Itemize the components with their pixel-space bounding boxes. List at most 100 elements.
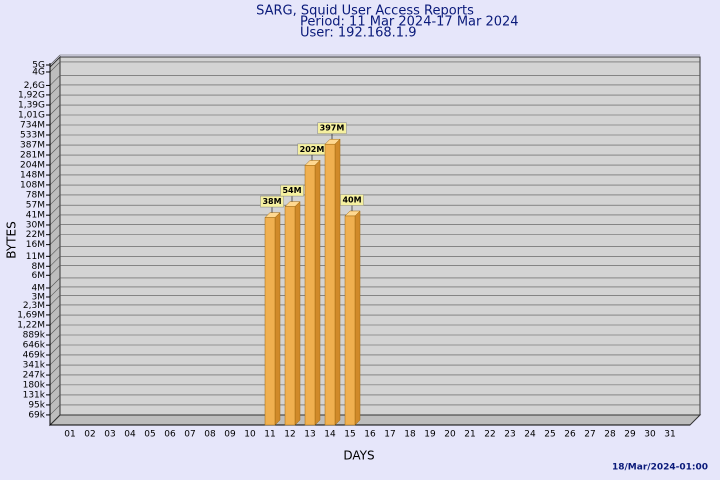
y-tick-label: 8M xyxy=(32,262,46,272)
value-label-box xyxy=(317,122,347,134)
grid-line xyxy=(49,194,61,206)
grid-line xyxy=(49,154,61,166)
back-wall xyxy=(59,56,701,416)
x-tick-label: 05 xyxy=(144,430,155,440)
grid-line xyxy=(49,94,61,106)
value-label: 40M xyxy=(342,195,361,204)
grid-line xyxy=(49,224,61,235)
bar xyxy=(304,165,316,426)
grid-line xyxy=(49,114,61,126)
y-tick-label: 204M xyxy=(20,161,45,171)
y-tick-label: 11M xyxy=(26,252,45,262)
x-tick-label: 31 xyxy=(664,430,675,440)
y-tick-label: 30M xyxy=(26,220,45,230)
value-label: 397M xyxy=(320,124,345,133)
grid-line xyxy=(49,104,61,116)
chart-title: SARG, Squid User Access Reports xyxy=(256,4,474,19)
y-tick-label: 533M xyxy=(20,131,45,141)
y-tick-label: 1,92G xyxy=(18,90,45,100)
value-label-box xyxy=(260,195,284,208)
y-tick-label: 95k xyxy=(28,400,45,410)
grid-line xyxy=(49,134,61,146)
x-tick-label: 07 xyxy=(184,430,195,440)
x-tick-label: 06 xyxy=(164,430,176,440)
y-tick-label: 281M xyxy=(20,151,45,161)
grid-line xyxy=(49,384,61,396)
y-tick-label: 78M xyxy=(26,191,45,201)
y-tick-label: 341k xyxy=(23,360,46,370)
x-tick-label: 26 xyxy=(564,430,576,440)
x-tick-label: 03 xyxy=(104,430,115,440)
x-tick-label: 27 xyxy=(584,430,595,440)
grid-line xyxy=(49,354,61,366)
grid-line xyxy=(49,214,61,226)
y-tick-label: 41M xyxy=(26,211,45,221)
x-tick-label: 14 xyxy=(324,430,336,440)
y-tick-label: 889k xyxy=(23,331,46,341)
y-tick-label: 6M xyxy=(32,271,46,281)
grid-line xyxy=(49,124,61,136)
y-axis-label: BYTES xyxy=(5,221,19,258)
grid-line xyxy=(49,364,61,376)
x-tick-label: 02 xyxy=(84,430,95,440)
y-tick-label: 22M xyxy=(26,230,45,240)
grid-line xyxy=(49,265,61,276)
grid-line xyxy=(49,246,61,257)
grid-line xyxy=(49,344,61,356)
x-tick-label: 28 xyxy=(604,430,616,440)
value-label-box xyxy=(280,184,304,197)
chart-user: User: 192.168.1.9 xyxy=(300,26,416,41)
x-tick-label: 24 xyxy=(524,430,536,440)
y-tick-label: 2,3M xyxy=(23,301,45,311)
grid-line xyxy=(49,314,61,326)
x-tick-label: 29 xyxy=(624,430,636,440)
grid-line xyxy=(49,277,61,289)
y-tick-label: 5G xyxy=(32,61,45,71)
grid-line xyxy=(49,184,61,196)
grid-line xyxy=(49,75,61,86)
value-label: 202M xyxy=(300,145,325,154)
x-tick-label: 22 xyxy=(484,430,495,440)
y-tick-label: 1,39G xyxy=(18,101,45,111)
y-tick-label: 469k xyxy=(23,351,46,361)
grid-line xyxy=(49,394,61,406)
y-tick-label: 2,6G xyxy=(24,81,45,91)
y-tick-label: 57M xyxy=(26,200,45,210)
grid-line xyxy=(49,174,61,186)
y-tick-label: 131k xyxy=(23,390,46,400)
grid-line xyxy=(49,61,61,73)
y-tick-label: 1,69M xyxy=(17,310,45,320)
grid-line xyxy=(49,374,61,386)
x-tick-label: 12 xyxy=(284,430,295,440)
bar xyxy=(344,215,356,426)
y-tick-label: 4M xyxy=(32,283,46,293)
grid-line xyxy=(49,204,61,216)
chart-subtitle: Period: 11 Mar 2024-17 Mar 2024 xyxy=(300,15,519,30)
y-tick-label: 646k xyxy=(23,340,46,350)
y-tick-label: 734M xyxy=(20,120,45,130)
x-tick-label: 18 xyxy=(404,430,416,440)
value-label-box xyxy=(340,194,364,206)
grid-line xyxy=(49,164,61,176)
x-tick-label: 21 xyxy=(464,430,475,440)
x-tick-label: 30 xyxy=(644,430,656,440)
grid-line xyxy=(49,54,61,66)
x-tick-label: 15 xyxy=(344,430,355,440)
floor xyxy=(48,414,702,426)
bar-side xyxy=(354,210,361,426)
x-axis-label: DAYS xyxy=(343,449,374,463)
grid-line xyxy=(49,304,61,316)
value-label: 38M xyxy=(262,197,281,206)
x-tick-label: 10 xyxy=(244,430,256,440)
bar xyxy=(284,206,296,426)
y-tick-label: 387M xyxy=(20,141,45,151)
grid-line xyxy=(49,286,61,298)
x-tick-label: 09 xyxy=(224,430,236,440)
y-tick-label: 3M xyxy=(32,292,46,302)
grid-line xyxy=(49,234,61,245)
grid-line xyxy=(49,404,61,416)
grid-line xyxy=(49,144,61,156)
x-tick-label: 25 xyxy=(544,430,555,440)
